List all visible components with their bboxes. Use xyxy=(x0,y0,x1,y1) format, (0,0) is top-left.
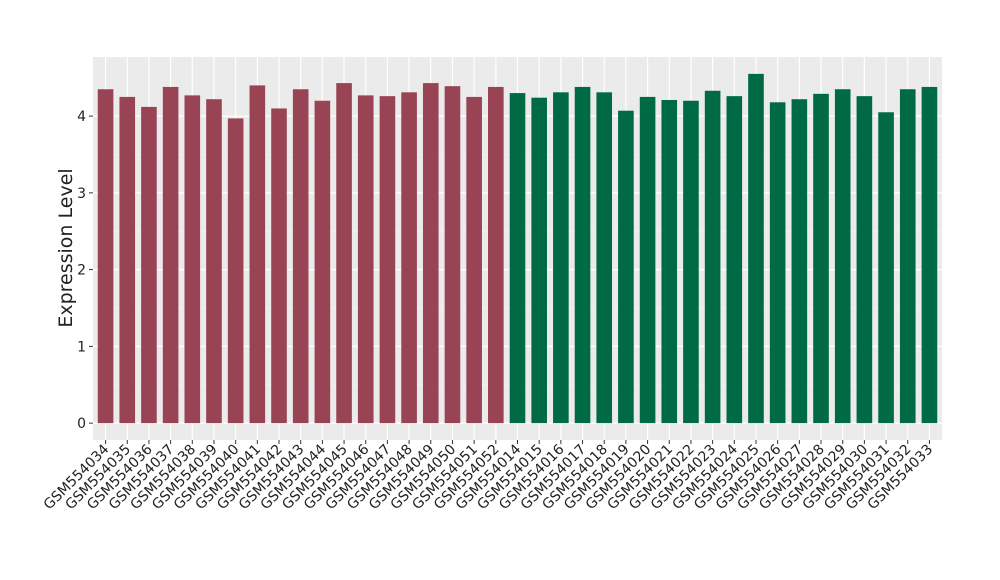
bar xyxy=(379,96,396,424)
bar xyxy=(466,96,482,424)
bar xyxy=(531,97,547,424)
bar xyxy=(553,92,569,424)
bar xyxy=(683,100,699,424)
bar xyxy=(596,92,613,424)
bar xyxy=(509,93,526,424)
bar xyxy=(357,95,374,424)
bar xyxy=(119,96,136,424)
y-axis-title: Expression Level xyxy=(55,168,77,327)
bar xyxy=(618,110,634,424)
bar xyxy=(704,90,721,424)
y-tick-label: 0 xyxy=(77,416,86,432)
bar xyxy=(899,89,916,424)
y-tick-label: 3 xyxy=(77,186,86,202)
bar xyxy=(813,93,829,424)
bar xyxy=(401,92,417,424)
bar xyxy=(791,99,808,424)
bar xyxy=(314,100,331,424)
y-tick-label: 2 xyxy=(77,263,86,279)
bar xyxy=(748,73,764,424)
bar xyxy=(921,86,938,424)
bar xyxy=(422,83,439,424)
bar xyxy=(249,85,266,424)
bar xyxy=(726,96,743,424)
bar xyxy=(162,86,179,424)
bar xyxy=(661,99,678,424)
bar xyxy=(834,89,851,424)
bar xyxy=(878,112,894,424)
bar xyxy=(769,102,786,424)
bar xyxy=(856,96,873,424)
bar xyxy=(97,89,114,424)
bar xyxy=(206,99,222,424)
bar xyxy=(639,96,656,424)
y-tick-label: 1 xyxy=(77,339,86,355)
bar xyxy=(141,106,157,424)
bar xyxy=(271,108,287,424)
bar xyxy=(488,86,504,424)
bar xyxy=(292,89,309,424)
bar xyxy=(574,86,591,424)
y-tick-label: 4 xyxy=(77,109,86,125)
bar xyxy=(336,83,352,424)
bar xyxy=(184,95,201,424)
bar xyxy=(444,86,461,424)
bar xyxy=(227,118,244,424)
